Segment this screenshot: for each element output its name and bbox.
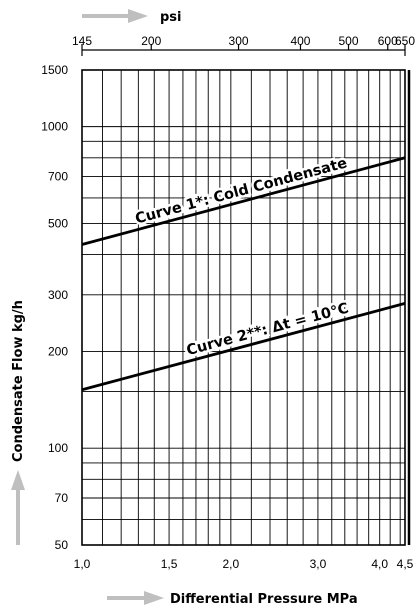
y-tick-label: 300: [48, 288, 68, 302]
top-arrow-icon: [82, 9, 148, 23]
x-tick-label: 1,0: [74, 557, 91, 571]
y-tick-label: 500: [48, 216, 68, 230]
y-axis-title: Condensate Flow kg/h: [11, 300, 26, 462]
curve-label-1: Curve 1*: Cold Condensate: [134, 155, 349, 227]
top-tick-label: 145: [72, 34, 92, 48]
x-tick-label: 2,0: [223, 557, 240, 571]
grid: [82, 70, 405, 545]
top-tick-label: 300: [229, 34, 249, 48]
y-tick-label: 700: [48, 169, 68, 183]
series-lines: [81, 156, 406, 392]
x-axis-title: Differential Pressure MPa: [170, 592, 358, 607]
top-axis-title: psi: [160, 10, 182, 25]
plot-border: [81, 69, 406, 546]
top-tick-label: 400: [290, 34, 310, 48]
top-tick-label: 600: [378, 34, 398, 48]
left-arrow-icon: [11, 470, 25, 545]
y-tick-label: 100: [48, 441, 68, 455]
top-tick-label: 500: [338, 34, 358, 48]
y-tick-label: 50: [55, 538, 69, 552]
y-tick-label: 70: [55, 491, 69, 505]
x-tick-label: 1,5: [161, 557, 178, 571]
y-tick-label: 200: [48, 344, 68, 358]
series-line-2: [81, 302, 406, 392]
bottom-arrow-icon: [107, 591, 164, 605]
curve-label-2: Curve 2**: Δt = 10°C: [185, 300, 350, 359]
top-tick-label: 650: [395, 34, 415, 48]
x-tick-label: 4,5: [397, 557, 414, 571]
x-tick-label: 4,0: [371, 557, 388, 571]
y-tick-label: 1000: [41, 120, 68, 134]
series-line-1: [81, 156, 406, 246]
x-tick-labels: 1,0 1,5 2,0 3,0 4,0 4,5: [74, 557, 414, 571]
y-tick-label: 1500: [41, 63, 68, 77]
plot-frame: [81, 69, 406, 546]
top-tick-label: 200: [141, 34, 161, 48]
x-tick-label: 3,0: [310, 557, 327, 571]
y-tick-labels: 50 70 100 200 300 500 700 1000 1500: [41, 63, 68, 552]
